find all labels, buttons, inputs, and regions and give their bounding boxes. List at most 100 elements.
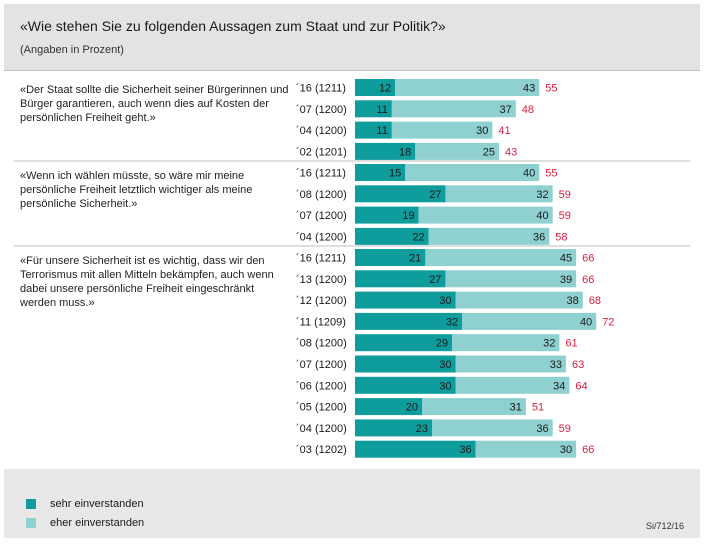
row-label: ´07 (1200)	[296, 104, 347, 116]
value-label-sehr: 32	[446, 316, 458, 328]
bar-sehr	[355, 249, 426, 266]
chart-title: «Wie stehen Sie zu folgenden Aussagen zu…	[20, 18, 446, 34]
row-label: ´16 (1211)	[296, 168, 346, 180]
legend: sehr einverstanden eher einverstanden Si…	[4, 484, 700, 538]
value-label-eher: 31	[510, 402, 522, 414]
value-label-total: 66	[582, 444, 594, 456]
row-label: ´08 (1200)	[296, 189, 347, 201]
bar-sehr	[355, 312, 463, 330]
legend-item-sehr: sehr einverstanden	[26, 498, 144, 510]
bar-sehr	[355, 227, 429, 245]
row-label: ´05 (1200)	[296, 402, 347, 414]
value-label-eher: 30	[476, 125, 488, 137]
legend-label-eher: eher einverstanden	[50, 517, 145, 529]
value-label-eher: 36	[536, 423, 548, 435]
bar-eher	[455, 376, 570, 394]
value-label-total: 55	[545, 83, 557, 95]
value-label-total: 58	[555, 231, 567, 243]
row-label: ´11 (1209)	[296, 316, 346, 328]
value-label-sehr: 30	[439, 380, 451, 392]
legend-swatch-sehr	[26, 499, 36, 509]
value-label-sehr: 23	[416, 423, 428, 435]
value-label-sehr: 18	[399, 146, 411, 158]
value-label-total: 59	[559, 210, 571, 222]
bar-sehr	[355, 376, 456, 394]
value-label-total: 63	[572, 359, 584, 371]
bar-eher	[475, 440, 577, 458]
value-label-total: 66	[582, 274, 594, 286]
value-label-eher: 34	[553, 380, 565, 392]
bar-sehr	[355, 419, 433, 437]
value-label-eher: 25	[483, 146, 495, 158]
value-label-total: 43	[505, 146, 517, 158]
row-label: ´16 (1211)	[296, 83, 346, 95]
row-label: ´07 (1200)	[296, 210, 347, 222]
value-label-total: 61	[565, 338, 577, 350]
value-label-eher: 30	[560, 444, 572, 456]
value-label-sehr: 27	[429, 189, 441, 201]
value-label-eher: 33	[550, 359, 562, 371]
top-strip	[0, 0, 704, 4]
legend-label-sehr: sehr einverstanden	[50, 498, 144, 510]
legend-swatch-eher	[26, 518, 36, 528]
bar-eher	[455, 291, 583, 309]
chart-subtitle: (Angaben in Prozent)	[20, 44, 124, 56]
value-label-total: 66	[582, 253, 594, 265]
value-label-sehr: 21	[409, 253, 421, 265]
row-label: ´02 (1201)	[296, 146, 347, 158]
value-label-sehr: 29	[436, 338, 448, 350]
row-label: ´12 (1200)	[296, 295, 347, 307]
row-label: ´06 (1200)	[296, 380, 347, 392]
bar-eher	[462, 312, 597, 330]
bar-sehr	[355, 270, 446, 288]
row-label: ´07 (1200)	[296, 359, 347, 371]
bar-eher	[445, 185, 553, 203]
row-label: ´04 (1200)	[296, 125, 347, 137]
value-label-total: 48	[522, 104, 534, 116]
value-label-sehr: 11	[376, 104, 387, 116]
bar-sehr	[355, 334, 453, 352]
row-label: ´16 (1211)	[296, 253, 346, 265]
row-label: ´04 (1200)	[296, 423, 347, 435]
row-label: ´13 (1200)	[296, 274, 347, 286]
bar-sehr	[355, 355, 456, 373]
bar-eher	[422, 398, 526, 416]
value-label-eher: 38	[567, 295, 579, 307]
statement-2: «Wenn ich wählen müsste, so wäre mir mei…	[20, 170, 253, 210]
bar-eher	[405, 164, 540, 181]
bar-eher	[418, 206, 553, 224]
value-label-sehr: 36	[459, 444, 471, 456]
bar-eher	[452, 334, 560, 352]
bar-sehr	[355, 185, 446, 203]
bar-chart-svg: ´16 (1211) 12 43 55 ´07 (1200) 11 37 48 ´04 (120…	[14, 79, 690, 458]
value-label-total: 59	[559, 423, 571, 435]
value-label-sehr: 30	[439, 359, 451, 371]
bar-eher	[391, 100, 516, 118]
value-label-sehr: 27	[429, 274, 441, 286]
value-label-sehr: 22	[412, 231, 424, 243]
value-label-eher: 40	[523, 168, 535, 180]
value-label-sehr: 20	[406, 402, 418, 414]
value-label-eher: 32	[543, 338, 555, 350]
bar-sehr	[355, 142, 416, 160]
value-label-total: 41	[498, 125, 510, 137]
bar-sehr	[355, 440, 476, 458]
bar-sehr	[355, 79, 396, 96]
row-label: ´08 (1200)	[296, 338, 347, 350]
bar-eher	[455, 355, 567, 373]
value-label-total: 72	[602, 316, 614, 328]
bar-sehr	[355, 206, 419, 224]
value-label-total: 64	[575, 380, 587, 392]
bar-eher	[445, 270, 577, 288]
value-label-eher: 37	[500, 104, 512, 116]
bar-sehr	[355, 164, 406, 181]
row-label: ´03 (1202)	[296, 444, 347, 456]
chart-header: «Wie stehen Sie zu folgenden Aussagen zu…	[4, 4, 700, 70]
value-label-eher: 40	[580, 316, 592, 328]
legend-item-eher: eher einverstanden	[26, 517, 144, 529]
row-label: ´04 (1200)	[296, 231, 347, 243]
bar-eher	[395, 79, 540, 96]
bar-sehr	[355, 100, 392, 118]
value-label-total: 51	[532, 402, 544, 414]
value-label-sehr: 30	[439, 295, 451, 307]
